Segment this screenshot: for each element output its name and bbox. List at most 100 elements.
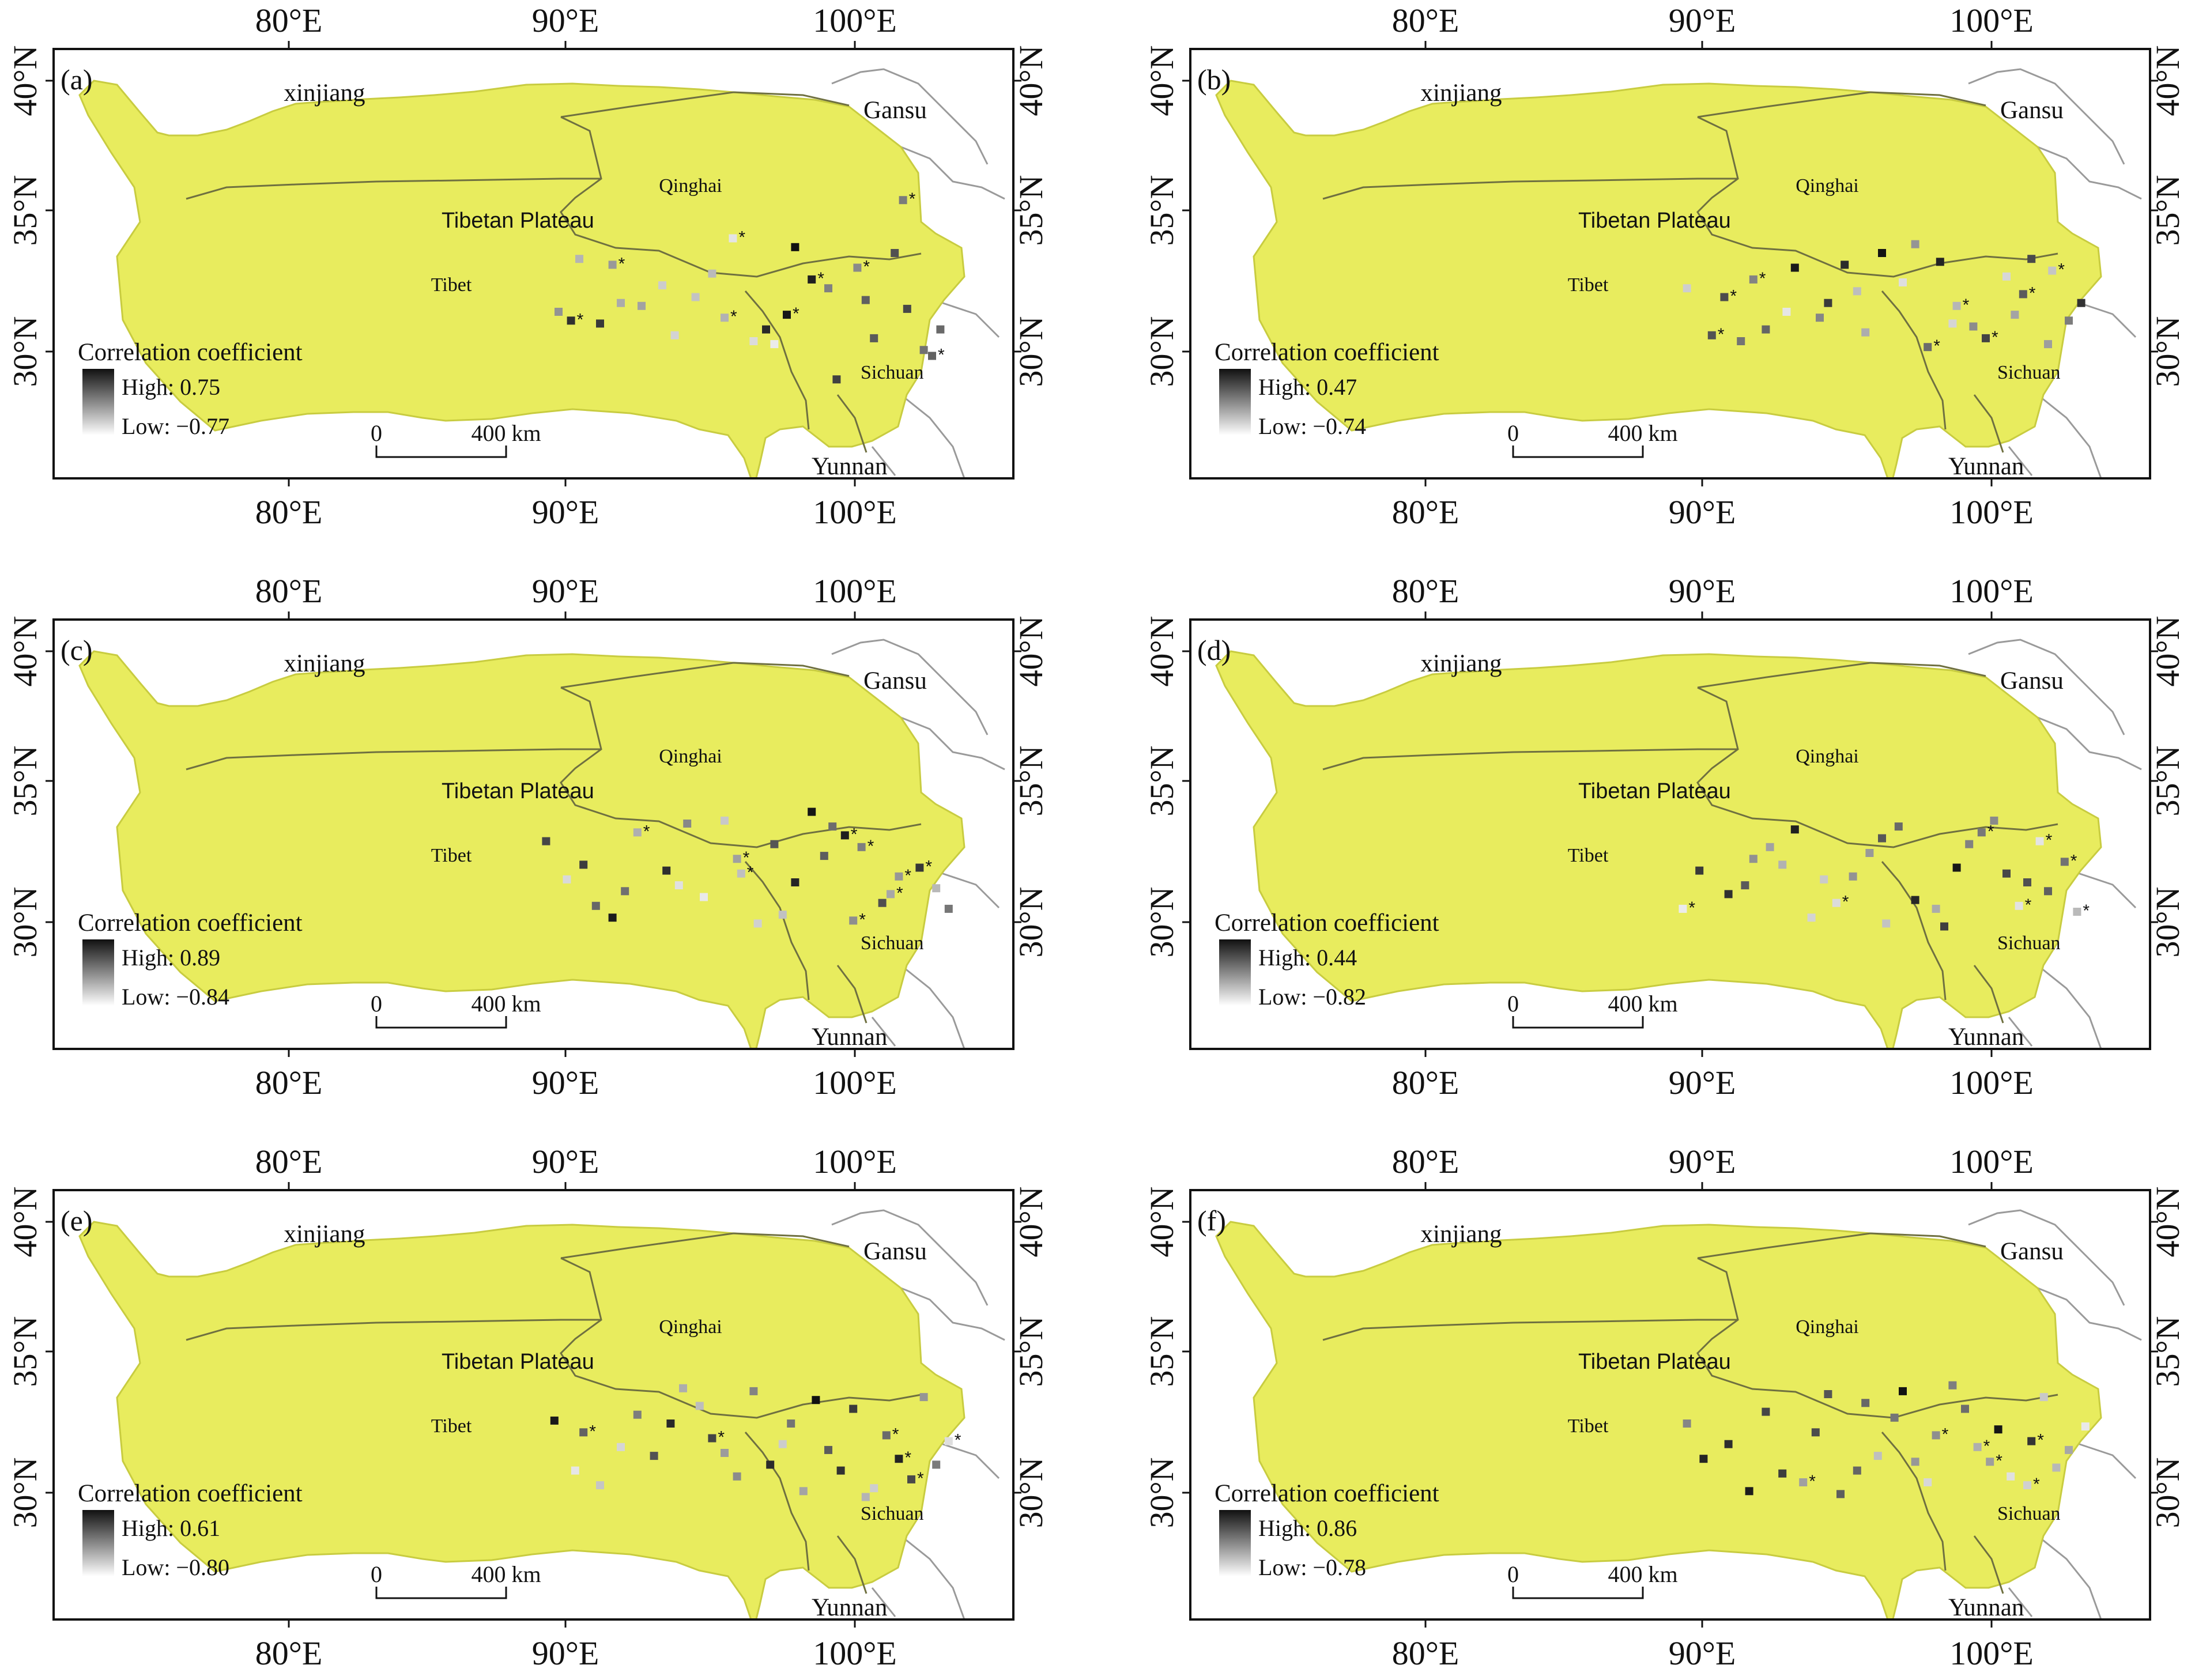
station-marker (770, 340, 779, 349)
significance-marker: * (1759, 269, 1766, 288)
province-border (2008, 1587, 2033, 1617)
legend-low: Low: −0.82 (1258, 984, 1366, 1010)
station-marker (563, 875, 571, 884)
right-latitude-label: 35°N (2149, 175, 2186, 246)
station-marker (878, 898, 887, 907)
right-latitude-label: 30°N (2149, 1457, 2186, 1528)
station-marker (542, 837, 550, 845)
province-border (1968, 68, 2125, 165)
map-frame (1189, 1189, 2151, 1621)
legend-high: High: 0.44 (1258, 945, 1357, 971)
label-yunnan: Yunnan (812, 453, 887, 480)
station-marker (2027, 255, 2036, 263)
bottom-longitude-label: 90°E (1669, 1634, 1736, 1672)
station-marker (1766, 843, 1774, 851)
station-marker (1899, 1387, 1907, 1395)
station-marker (824, 1445, 832, 1454)
bottom-longitude-label: 100°E (1949, 1634, 2034, 1672)
scale-bar (1512, 446, 1644, 458)
significance-marker: * (738, 228, 745, 247)
scale-bar-zero: 0 (1507, 420, 1519, 446)
label-gansu: Gansu (2000, 1238, 2064, 1265)
province-border (2037, 1535, 2102, 1619)
province-border (900, 146, 1005, 200)
label-xinjiang: xinjiang (1421, 650, 1502, 677)
legend-gradient-bar (82, 939, 114, 1006)
significance-marker: * (1688, 898, 1695, 918)
right-latitude-label: 35°N (2149, 1316, 2186, 1387)
significance-marker: * (851, 825, 858, 844)
panel-label: (d) (1197, 634, 1231, 666)
left-latitude-label: 40°N (6, 1186, 44, 1257)
scale-bar-distance: 400 km (471, 1561, 541, 1587)
panel-label: (a) (61, 63, 93, 96)
scale-bar-distance: 400 km (471, 420, 541, 446)
map-frame (1189, 618, 2151, 1050)
station-marker (608, 261, 617, 269)
region-boundary (836, 394, 868, 453)
scale-bar (375, 1016, 507, 1029)
significance-marker: * (1718, 325, 1725, 344)
label-gansu: Gansu (863, 1238, 927, 1265)
significance-marker: * (904, 866, 911, 885)
label-sichuan: Sichuan (861, 362, 924, 383)
station-marker (812, 1396, 820, 1405)
station-marker (849, 916, 858, 925)
station-marker (944, 904, 953, 913)
right-latitude-label: 30°N (1012, 886, 1050, 957)
station-marker (2039, 1393, 2048, 1402)
label-tibet: Tibet (431, 1415, 472, 1437)
station-marker (2060, 858, 2069, 866)
province-border (871, 1017, 896, 1047)
legend-gradient-bar (1219, 1510, 1251, 1576)
province-border (871, 1587, 896, 1617)
scale-bar-zero: 0 (371, 1561, 382, 1587)
station-marker (575, 255, 583, 263)
significance-marker: * (1988, 822, 1994, 841)
province-border (831, 639, 989, 735)
left-latitude-label: 40°N (1143, 1186, 1181, 1257)
panel-label: (b) (1197, 63, 1231, 96)
station-marker (1749, 855, 1758, 863)
region-boundary (744, 1432, 810, 1571)
station-marker (749, 337, 758, 345)
tibetan-plateau-area (78, 1221, 966, 1619)
station-marker (932, 884, 941, 893)
bottom-longitude-label: 100°E (813, 1064, 897, 1101)
station-marker (895, 872, 903, 881)
province-border (2037, 146, 2142, 200)
province-border (900, 394, 966, 478)
right-latitude-label: 35°N (1012, 1316, 1050, 1387)
station-marker (1820, 875, 1828, 884)
scale-bar-zero: 0 (371, 420, 382, 446)
station-marker (891, 249, 899, 257)
bottom-longitude-label: 100°E (1949, 493, 2034, 531)
station-marker (1952, 301, 1961, 310)
left-latitude-label: 40°N (6, 616, 44, 686)
label-tibetan-plateau: Tibetan Plateau (442, 1350, 594, 1374)
station-marker (679, 1384, 687, 1392)
station-marker (928, 352, 936, 360)
station-marker (1832, 898, 1841, 907)
station-marker (808, 807, 816, 816)
station-marker (638, 301, 646, 310)
significance-marker: * (863, 258, 870, 277)
station-marker (828, 822, 837, 831)
top-longitude-label: 90°E (532, 1143, 599, 1180)
left-latitude-label: 40°N (6, 45, 44, 116)
legend-high: High: 0.61 (122, 1515, 220, 1541)
station-marker (1807, 913, 1816, 922)
map-panel-e: * * * * * * xinjiang Gansu Qinghai Tibetan Platea… (6, 1143, 1050, 1672)
station-marker (1836, 1490, 1845, 1498)
map-frame (52, 1189, 1015, 1621)
station-marker (791, 243, 799, 251)
significance-marker: * (2046, 831, 2053, 850)
left-latitude-label: 30°N (6, 1457, 44, 1528)
label-sichuan: Sichuan (1997, 933, 2061, 954)
station-marker (820, 852, 828, 860)
station-marker (857, 843, 866, 851)
significance-marker: * (747, 863, 754, 882)
station-marker (2044, 340, 2052, 349)
significance-marker: * (718, 1428, 725, 1447)
